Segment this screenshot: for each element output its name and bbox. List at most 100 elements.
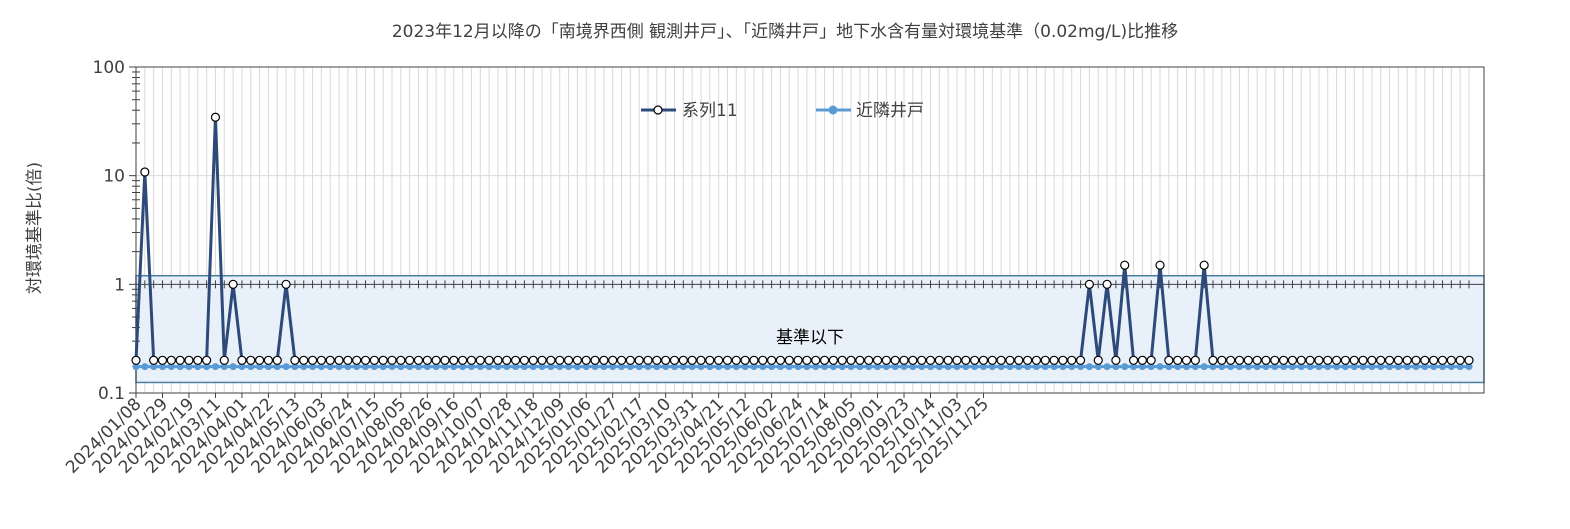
point-neighbor-well (1456, 363, 1464, 371)
point-neighbor-well (644, 363, 652, 371)
point-series11 (228, 279, 238, 289)
point-series11 (1164, 355, 1174, 365)
point-series11 (581, 355, 591, 365)
y-axis-label: 対環境基準比(倍) (25, 162, 45, 294)
point-series11 (316, 355, 326, 365)
point-neighbor-well (618, 363, 626, 371)
point-neighbor-well (1050, 363, 1058, 371)
point-neighbor-well (1430, 363, 1438, 371)
point-series11 (1137, 355, 1147, 365)
y-tick-label: 100 (93, 58, 125, 78)
point-series11 (1208, 355, 1218, 365)
point-series11 (1226, 355, 1236, 365)
point-neighbor-well (423, 363, 431, 371)
point-series11 (307, 355, 318, 365)
point-neighbor-well (1218, 363, 1226, 371)
point-neighbor-well (891, 363, 899, 371)
point-neighbor-well (882, 363, 890, 371)
point-series11 (510, 355, 521, 365)
point-series11 (369, 355, 379, 365)
point-series11 (1287, 355, 1298, 365)
point-series11 (1031, 355, 1042, 365)
point-series11 (1102, 279, 1112, 289)
point-neighbor-well (1350, 363, 1358, 371)
point-series11 (1093, 355, 1103, 365)
point-neighbor-well (1262, 363, 1270, 371)
point-series11 (1384, 355, 1395, 365)
point-neighbor-well (1333, 363, 1341, 371)
point-series11 (1120, 260, 1130, 270)
point-neighbor-well (220, 363, 228, 371)
legend: 系列11 近隣井戸 (641, 101, 924, 121)
point-neighbor-well (1341, 363, 1349, 371)
point-neighbor-well (379, 363, 387, 371)
point-neighbor-well (1085, 363, 1093, 371)
point-neighbor-well (1041, 363, 1049, 371)
point-series11 (1173, 355, 1183, 365)
point-neighbor-well (317, 363, 325, 371)
point-neighbor-well (362, 363, 370, 371)
legend-label-neighbor-well: 近隣井戸 (856, 101, 924, 121)
point-neighbor-well (635, 363, 643, 371)
point-neighbor-well (432, 363, 440, 371)
point-series11 (855, 355, 865, 365)
point-series11 (687, 355, 697, 365)
point-series11 (1014, 355, 1024, 365)
point-neighbor-well (194, 363, 202, 371)
point-series11 (1155, 260, 1165, 270)
point-series11 (1429, 355, 1439, 365)
point-series11 (819, 355, 830, 365)
point-series11 (1243, 355, 1253, 365)
point-neighbor-well (529, 363, 537, 371)
point-neighbor-well (1306, 363, 1314, 371)
point-neighbor-well (1165, 363, 1173, 371)
point-neighbor-well (1130, 363, 1138, 371)
point-series11 (590, 355, 600, 365)
point-neighbor-well (538, 363, 546, 371)
point-neighbor-well (1227, 363, 1235, 371)
point-series11 (961, 355, 971, 365)
point-neighbor-well (856, 363, 864, 371)
point-neighbor-well (706, 363, 714, 371)
point-series11 (1376, 355, 1386, 365)
point-neighbor-well (821, 363, 829, 371)
point-neighbor-well (344, 363, 352, 371)
point-neighbor-well (1439, 363, 1447, 371)
point-series11 (1305, 355, 1315, 365)
point-series11 (563, 355, 574, 365)
point-series11 (1084, 279, 1095, 289)
point-neighbor-well (565, 363, 573, 371)
point-neighbor-well (979, 363, 987, 371)
point-neighbor-well (556, 363, 564, 371)
point-neighbor-well (803, 363, 811, 371)
point-neighbor-well (679, 363, 687, 371)
point-series11 (263, 355, 274, 365)
point-series11 (978, 355, 989, 365)
point-series11 (952, 355, 962, 365)
point-neighbor-well (988, 363, 996, 371)
legend-label-series11: 系列11 (682, 101, 738, 121)
point-neighbor-well (1447, 363, 1455, 371)
point-series11 (210, 112, 221, 122)
point-neighbor-well (653, 363, 661, 371)
point-neighbor-well (459, 363, 467, 371)
point-series11 (802, 355, 812, 365)
point-series11 (360, 355, 371, 365)
y-tick-label: 1 (114, 275, 125, 295)
point-neighbor-well (732, 363, 740, 371)
point-series11 (484, 355, 494, 365)
point-series11 (669, 355, 680, 365)
point-series11 (431, 355, 441, 365)
point-series11 (254, 355, 265, 365)
point-series11 (140, 167, 150, 177)
point-series11 (1252, 355, 1262, 365)
point-neighbor-well (723, 363, 731, 371)
point-series11 (422, 355, 432, 365)
point-series11 (970, 355, 980, 365)
point-series11 (925, 355, 936, 365)
point-neighbor-well (688, 363, 696, 371)
point-neighbor-well (1112, 363, 1120, 371)
point-series11 (202, 355, 212, 365)
point-series11 (749, 355, 759, 365)
